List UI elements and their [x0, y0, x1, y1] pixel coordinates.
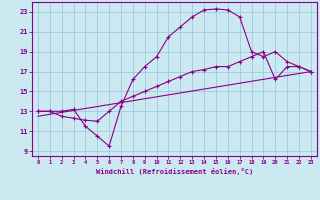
X-axis label: Windchill (Refroidissement éolien,°C): Windchill (Refroidissement éolien,°C) [96, 168, 253, 175]
